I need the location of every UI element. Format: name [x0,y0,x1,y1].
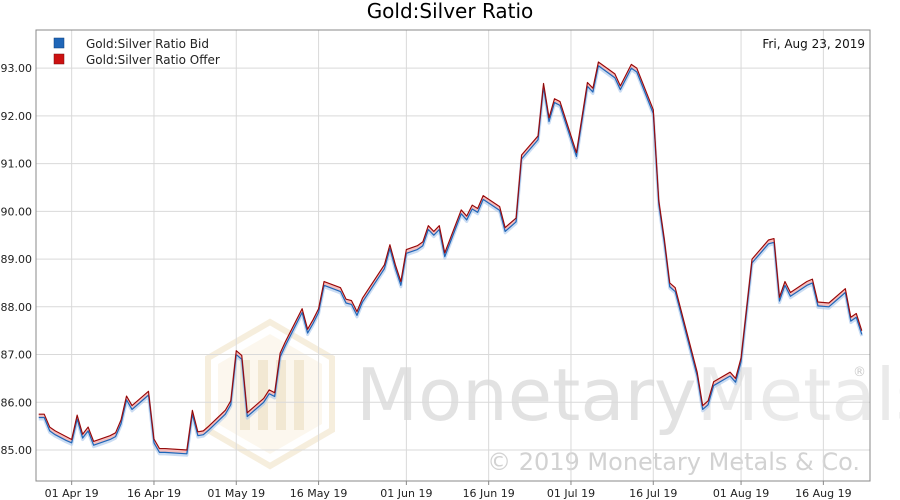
legend: Gold:Silver Ratio Bid Gold:Silver Ratio … [53,37,220,67]
x-tick-label: 01 Jul 19 [547,487,595,500]
x-tick-label: 01 Jun 19 [380,487,432,500]
legend-swatch-offer [53,53,65,65]
series-layer [38,61,864,457]
y-tick-label: 89.00 [1,253,33,266]
series-line-bid [38,65,863,455]
date-label: Fri, Aug 23, 2019 [762,37,865,51]
y-tick-label: 93.00 [1,62,33,75]
plot-area [36,30,870,481]
x-tick-label: 16 Jul 19 [629,487,677,500]
x-tick-label: 16 May 19 [290,487,348,500]
watermark-brand-part1: Monetary [356,353,697,437]
y-tick-label: 91.00 [1,158,33,171]
x-tick-label: 01 May 19 [207,487,265,500]
y-tick-label: 86.00 [1,396,33,409]
legend-swatch-bid [53,37,65,49]
x-tick-label: 01 Apr 19 [45,487,99,500]
x-tick-label: 01 Aug 19 [713,487,769,500]
watermark-brand-part2: Metals [697,353,900,437]
y-tick-label: 85.00 [1,444,33,457]
x-axis-ticks: 01 Apr 19 16 Apr 19 01 May 19 16 May 19 01 J… [45,481,852,500]
watermark-copyright: © 2019 Monetary Metals & Co. [487,448,860,476]
watermark-registered: ® [853,365,866,380]
y-tick-label: 87.00 [1,349,33,362]
x-tick-label: 16 Jun 19 [463,487,515,500]
y-tick-label: 90.00 [1,205,33,218]
series-outline-offer [38,61,863,451]
y-tick-label: 92.00 [1,110,33,123]
x-tick-label: 16 Aug 19 [795,487,851,500]
chart-title: Gold:Silver Ratio [367,0,534,23]
plot-frame [35,29,871,482]
legend-label-offer: Gold:Silver Ratio Offer [86,53,220,67]
y-tick-label: 88.00 [1,301,33,314]
grid [36,30,870,481]
x-tick-label: 16 Apr 19 [127,487,181,500]
y-axis-ticks: 85.00 86.00 87.00 88.00 89.00 90.00 91.00 92.00… [1,62,33,457]
legend-label-bid: Gold:Silver Ratio Bid [86,37,209,51]
